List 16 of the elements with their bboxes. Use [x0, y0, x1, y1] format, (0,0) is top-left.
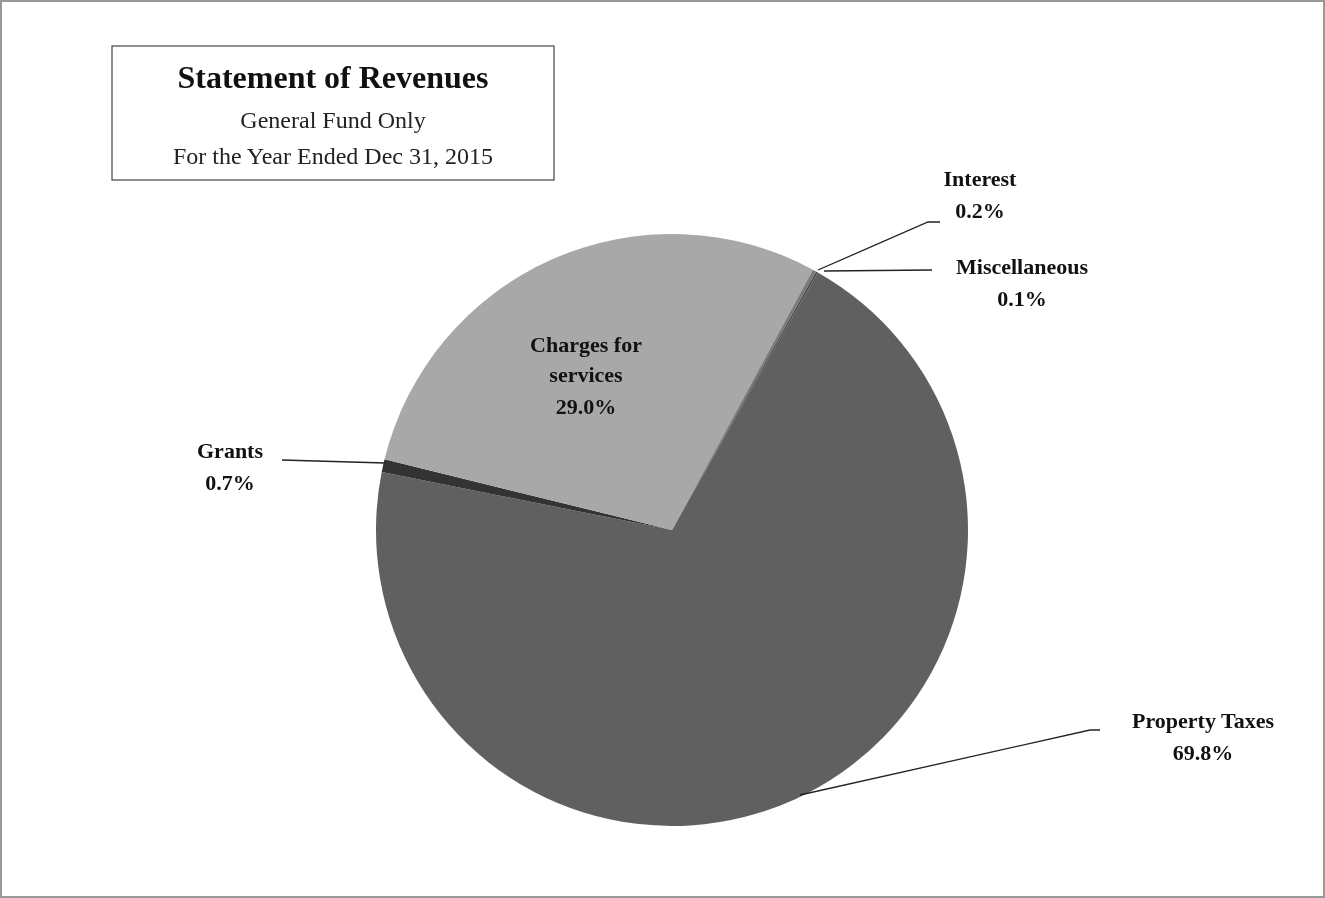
data-label: 29.0%	[555, 394, 617, 419]
data-label: 0.7%	[205, 470, 255, 495]
pie-slice	[381, 459, 672, 530]
pie-slice	[376, 272, 968, 826]
slice-label: Charges for services	[530, 332, 643, 387]
slice-label: Property Taxes	[1132, 708, 1275, 733]
data-label: 69.8%	[1172, 740, 1234, 765]
data-label: 0.2%	[955, 198, 1005, 223]
pie-slice	[384, 234, 813, 530]
text: For the Year Ended Dec 31, 2015	[173, 143, 493, 169]
slice-label: Miscellaneous	[956, 254, 1089, 279]
data-label: 0.1%	[997, 286, 1047, 311]
slice-label: Grants	[197, 438, 264, 463]
slice-label: Interest	[943, 166, 1018, 191]
chart-title: Statement of Revenues	[177, 59, 489, 95]
chart-subtitle: General Fund Only	[240, 107, 426, 133]
